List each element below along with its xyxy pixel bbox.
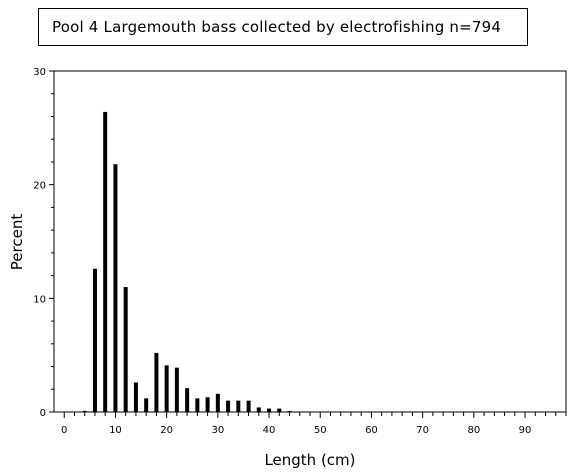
y-tick-label: 10 [33,294,46,305]
x-tick-label: 30 [211,425,224,436]
x-tick-label: 70 [416,425,429,436]
bar [277,408,282,412]
x-tick-label: 0 [61,425,67,436]
bar [154,352,159,412]
bar [195,398,200,412]
x-tick-label: 60 [365,425,378,436]
x-axis: 0 10 20 30 40 50 60 70 80 90 [61,412,567,436]
bar [92,268,97,412]
bar [215,393,220,412]
bars [82,111,292,413]
bar [287,410,292,412]
bar [164,365,169,412]
chart-title: Pool 4 Largemouth bass collected by elec… [52,18,502,36]
bar [226,400,231,412]
x-tick-label: 50 [314,425,327,436]
bar [236,400,241,412]
bar [113,164,118,412]
x-tick-label: 10 [109,425,122,436]
x-tick-label: 90 [519,425,532,436]
bar [267,408,272,412]
bar [103,111,108,413]
bar [174,367,179,412]
y-axis: 0 10 20 30 [33,67,54,419]
y-tick-label: 30 [33,67,46,78]
bar [205,397,210,412]
plot-frame [53,70,567,413]
chart-title-box: Pool 4 Largemouth bass collected by elec… [38,8,528,46]
bar [144,398,149,412]
bar [82,410,87,412]
bar [133,382,138,412]
bar [123,286,128,412]
y-tick-label: 20 [33,181,46,192]
y-tick-label: 0 [40,408,46,419]
x-tick-label: 80 [467,425,480,436]
x-tick-label: 20 [160,425,173,436]
y-axis-label: Percent [8,214,26,271]
x-axis-label: Length (cm) [264,451,355,469]
bar [256,407,261,412]
bar [246,400,251,412]
bar [185,388,190,412]
x-tick-label: 40 [263,425,276,436]
